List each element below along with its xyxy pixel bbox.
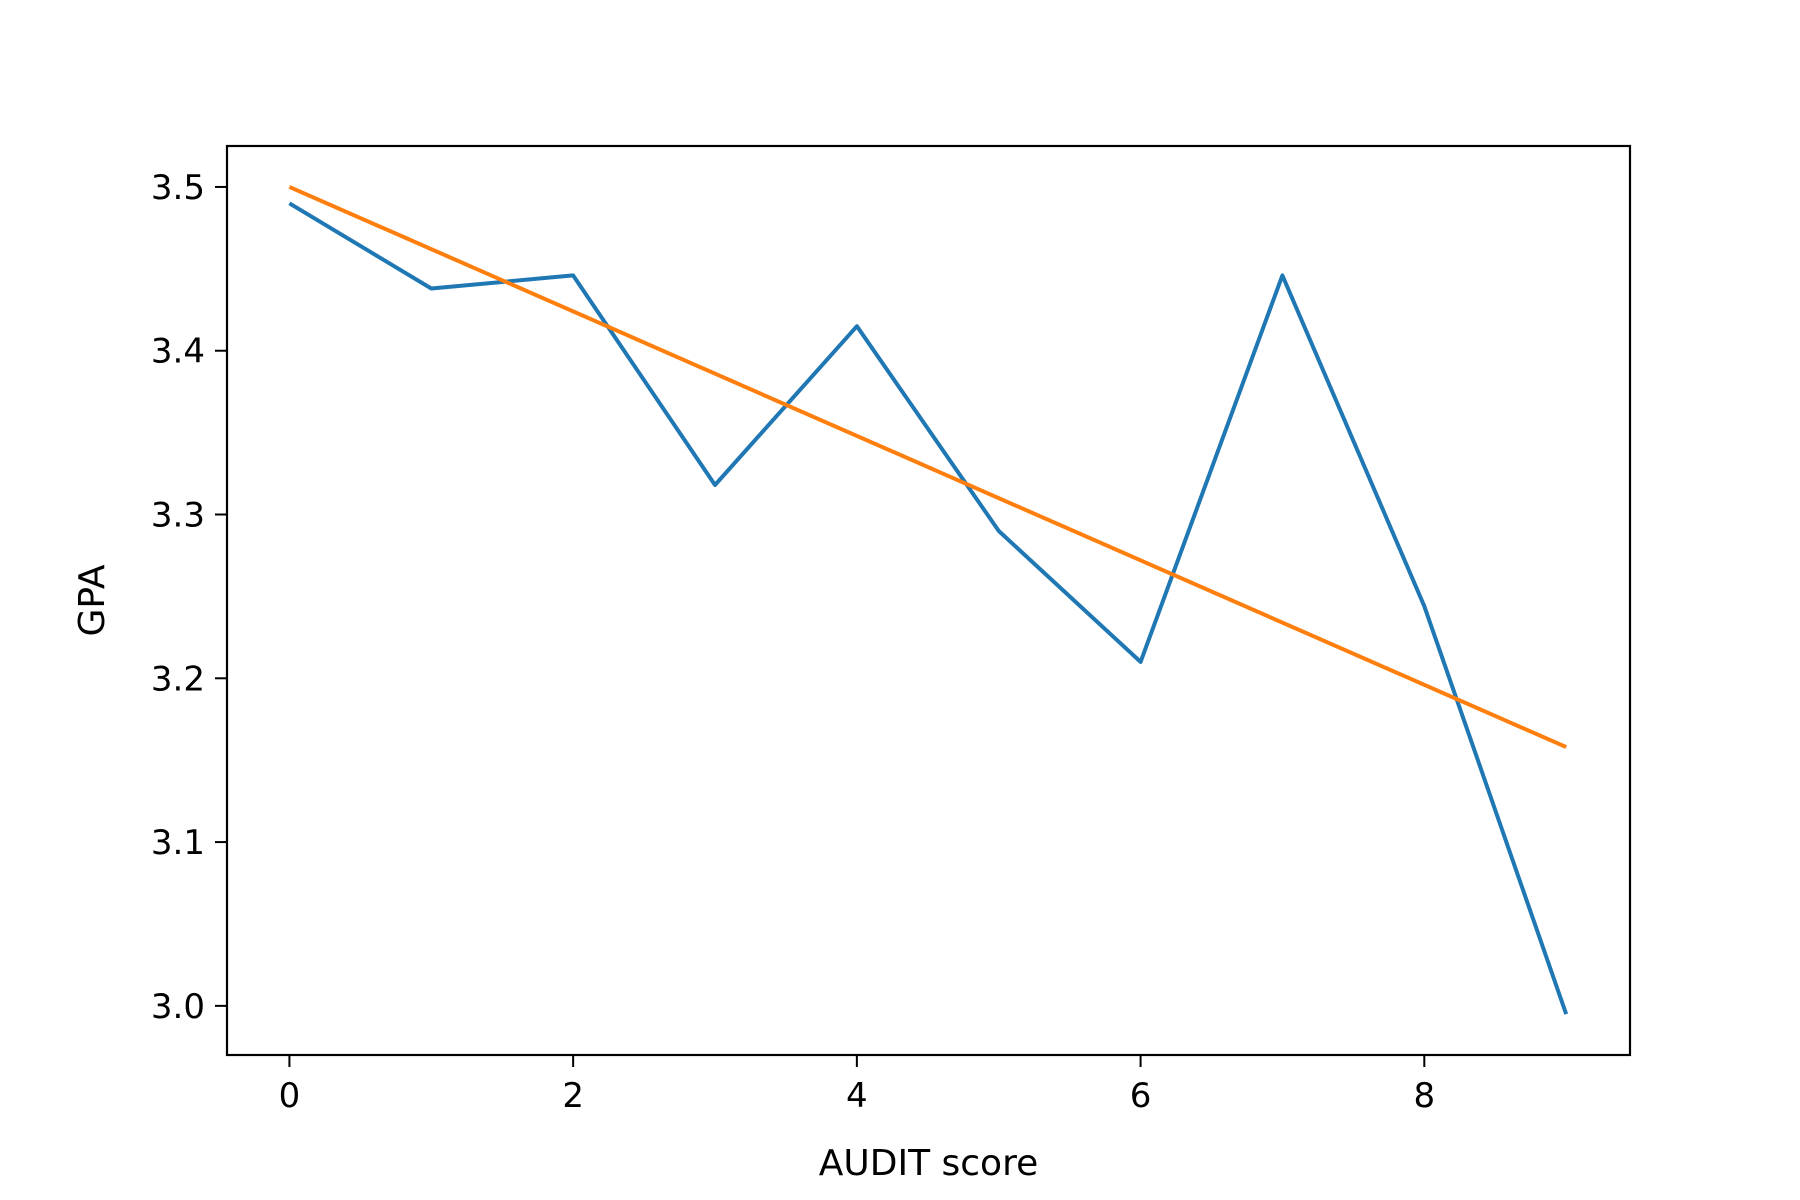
y-axis: 3.0 3.1 3.2 3.3 3.4 3.5 [151, 168, 227, 1027]
x-axis-label: AUDIT score [819, 1143, 1038, 1184]
x-tick-label: 8 [1413, 1076, 1435, 1116]
y-tick-label: 3.3 [151, 496, 205, 536]
series-line-2 [288, 185, 1568, 749]
y-tick-label: 3.4 [151, 332, 205, 372]
x-axis: 0 2 4 6 8 [279, 1055, 1435, 1116]
y-tick-label: 3.5 [151, 168, 205, 208]
x-tick-label: 6 [1130, 1076, 1152, 1116]
plot-frame [225, 144, 1632, 1057]
y-tick-label: 3.1 [151, 823, 205, 863]
x-tick-label: 0 [279, 1076, 301, 1116]
x-tick-label: 4 [846, 1076, 868, 1116]
y-tick-label: 3.2 [151, 659, 205, 699]
plot-area [227, 146, 1630, 1055]
y-tick-label: 3.0 [151, 987, 205, 1027]
x-tick-label: 2 [562, 1076, 584, 1116]
y-axis-label: GPA [72, 564, 113, 636]
series-layer [288, 185, 1569, 1015]
